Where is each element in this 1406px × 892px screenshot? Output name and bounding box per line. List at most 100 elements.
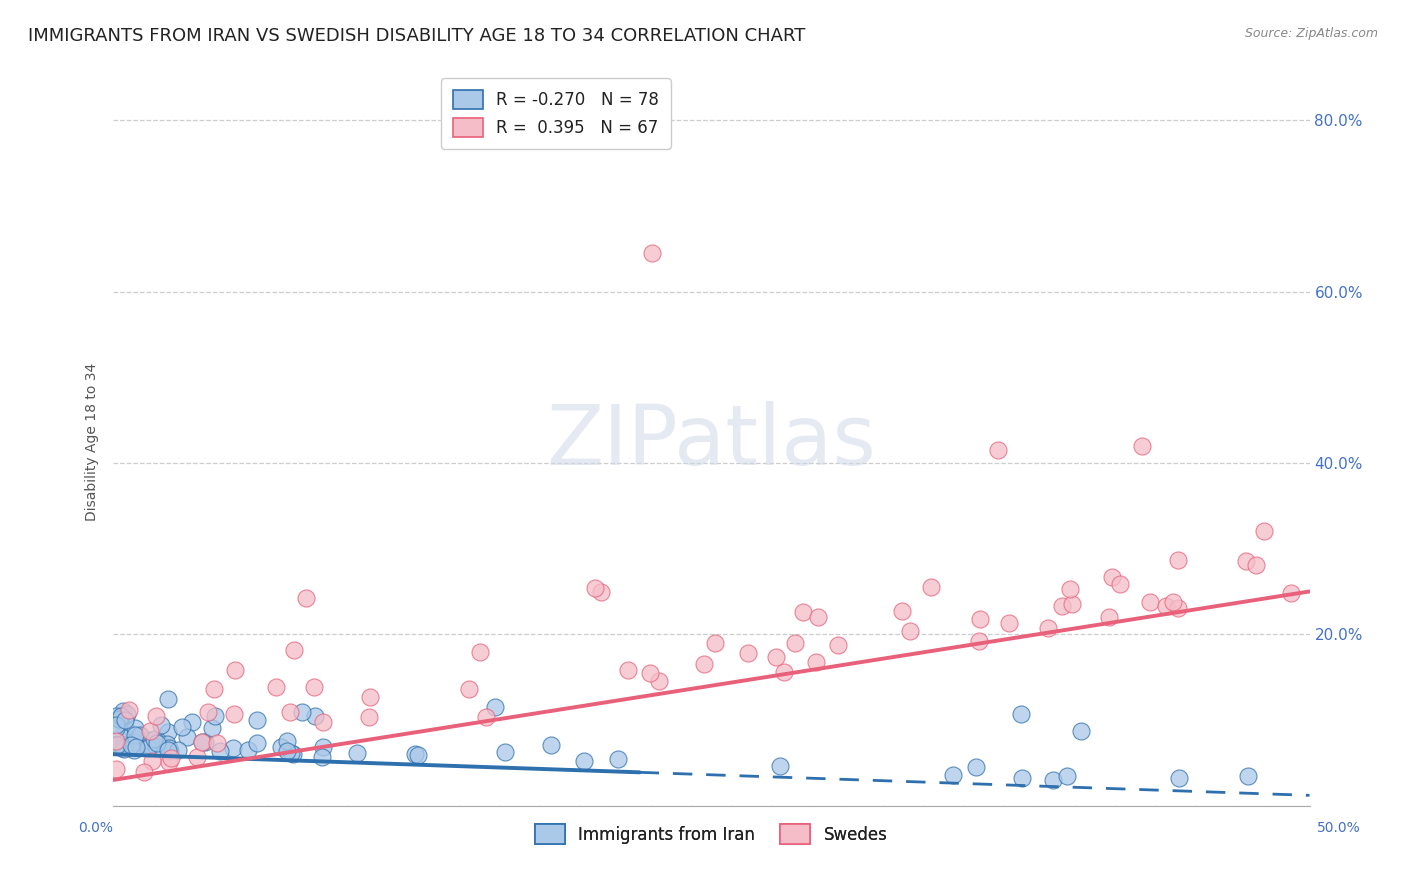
Y-axis label: Disability Age 18 to 34: Disability Age 18 to 34 <box>86 362 100 521</box>
Point <box>283 747 305 761</box>
Point <box>156 737 179 751</box>
Point <box>111 741 134 756</box>
Point <box>1011 772 1033 786</box>
Point <box>640 246 662 260</box>
Point <box>346 746 368 760</box>
Point <box>494 745 516 759</box>
Point <box>359 690 381 704</box>
Point <box>1163 595 1185 609</box>
Point <box>105 722 128 736</box>
Point <box>132 765 155 780</box>
Point <box>276 744 298 758</box>
Point <box>965 760 987 774</box>
Point <box>191 735 214 749</box>
Point <box>222 707 245 722</box>
Point <box>616 663 638 677</box>
Point <box>264 680 287 694</box>
Point <box>194 735 217 749</box>
Point <box>785 636 807 650</box>
Point <box>245 736 267 750</box>
Point <box>773 665 796 679</box>
Point <box>280 746 302 760</box>
Point <box>1056 769 1078 783</box>
Text: 0.0%: 0.0% <box>79 821 112 835</box>
Point <box>765 650 787 665</box>
Point <box>807 609 830 624</box>
Point <box>136 740 159 755</box>
Point <box>204 709 226 723</box>
Point <box>357 710 380 724</box>
Point <box>201 721 224 735</box>
Point <box>124 739 146 754</box>
Point <box>283 643 305 657</box>
Point <box>1237 769 1260 783</box>
Point <box>114 713 136 727</box>
Point <box>117 724 139 739</box>
Point <box>112 742 135 756</box>
Point <box>583 581 606 595</box>
Point <box>1154 599 1177 613</box>
Point <box>114 731 136 745</box>
Point <box>122 743 145 757</box>
Point <box>1060 597 1083 611</box>
Point <box>891 604 914 618</box>
Point <box>1070 723 1092 738</box>
Point <box>156 691 179 706</box>
Point <box>737 646 759 660</box>
Point <box>157 755 180 769</box>
Point <box>607 752 630 766</box>
Point <box>222 740 245 755</box>
Point <box>104 734 127 748</box>
Point <box>167 743 190 757</box>
Point <box>967 633 990 648</box>
Point <box>1167 600 1189 615</box>
Point <box>205 736 228 750</box>
Point <box>1101 570 1123 584</box>
Point <box>1010 706 1032 721</box>
Point <box>112 737 135 751</box>
Point <box>118 703 141 717</box>
Point <box>942 767 965 781</box>
Point <box>104 709 127 723</box>
Point <box>591 585 613 599</box>
Text: ZIPatlas: ZIPatlas <box>547 401 876 482</box>
Point <box>898 624 921 639</box>
Point <box>1059 582 1081 596</box>
Point <box>115 706 138 721</box>
Point <box>145 739 167 754</box>
Point <box>484 700 506 714</box>
Point <box>191 735 214 749</box>
Point <box>157 740 180 755</box>
Point <box>1244 558 1267 572</box>
Point <box>404 747 426 761</box>
Point <box>792 605 814 619</box>
Point <box>146 734 169 748</box>
Point <box>312 714 335 729</box>
Point <box>1279 586 1302 600</box>
Point <box>1167 553 1189 567</box>
Point <box>236 743 259 757</box>
Point <box>295 591 318 605</box>
Point <box>108 712 131 726</box>
Point <box>122 735 145 749</box>
Point <box>270 739 292 754</box>
Point <box>920 580 942 594</box>
Point <box>827 638 849 652</box>
Point <box>1253 524 1275 539</box>
Point <box>1139 594 1161 608</box>
Point <box>302 680 325 694</box>
Point <box>120 738 142 752</box>
Point <box>129 737 152 751</box>
Text: IMMIGRANTS FROM IRAN VS SWEDISH DISABILITY AGE 18 TO 34 CORRELATION CHART: IMMIGRANTS FROM IRAN VS SWEDISH DISABILI… <box>28 27 806 45</box>
Point <box>540 739 562 753</box>
Point <box>156 743 179 757</box>
Point <box>186 750 208 764</box>
Point <box>276 734 298 748</box>
Point <box>172 720 194 734</box>
Point <box>1050 599 1073 613</box>
Point <box>406 747 429 762</box>
Point <box>769 759 792 773</box>
Point <box>105 738 128 752</box>
Point <box>304 708 326 723</box>
Point <box>806 655 828 669</box>
